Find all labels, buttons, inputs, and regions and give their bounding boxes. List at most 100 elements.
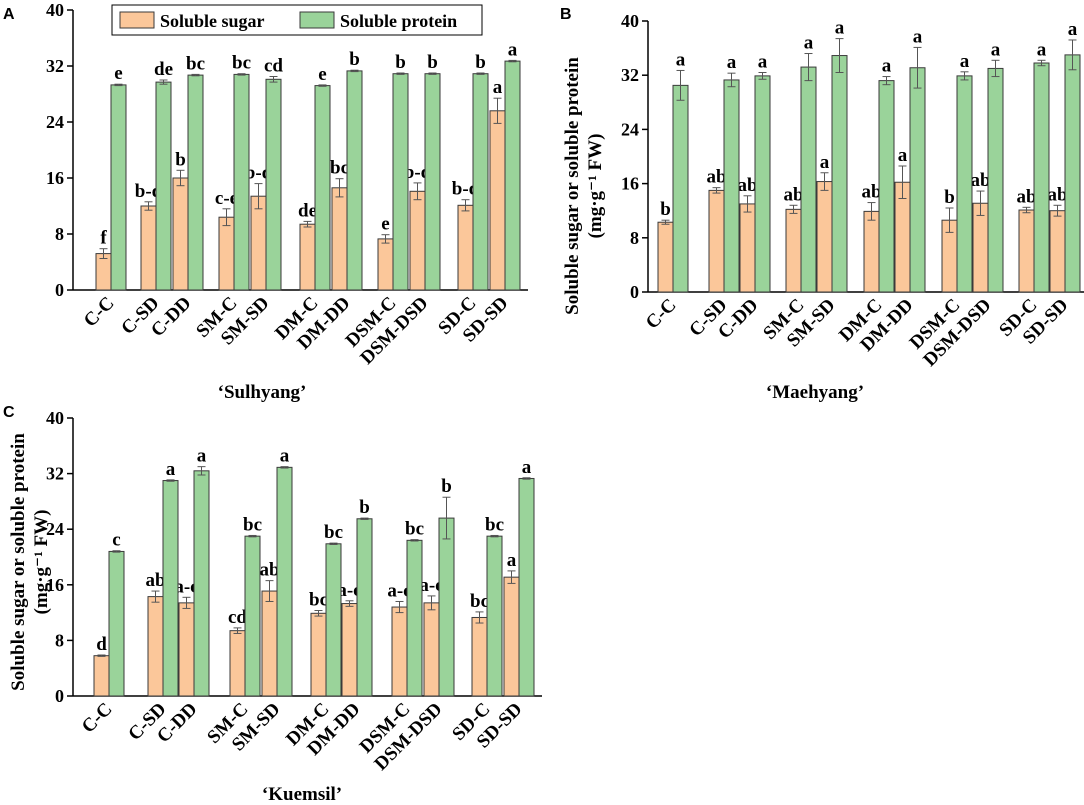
x-category-label: C-C bbox=[80, 293, 119, 332]
legend-sugar-swatch bbox=[119, 11, 155, 29]
sugar-bar bbox=[1049, 210, 1066, 293]
sugar-significance-letter: d bbox=[96, 634, 107, 655]
sugar-significance-letter: a-c bbox=[387, 580, 411, 601]
protein-bar bbox=[162, 480, 179, 697]
protein-bar bbox=[265, 78, 282, 291]
protein-significance-letter: a bbox=[197, 446, 207, 467]
sugar-bar bbox=[391, 606, 408, 697]
protein-bar bbox=[187, 74, 204, 291]
sugar-significance-letter: ab bbox=[259, 560, 279, 581]
protein-significance-letter: bc bbox=[485, 514, 504, 535]
protein-bar bbox=[392, 73, 409, 291]
sugar-bar bbox=[310, 612, 327, 697]
sugar-significance-letter: a bbox=[493, 77, 503, 98]
sugar-significance-letter: ab bbox=[783, 184, 803, 205]
protein-bar bbox=[325, 543, 342, 697]
protein-significance-letter: de bbox=[154, 59, 173, 80]
sugar-significance-letter: bc bbox=[309, 590, 328, 611]
sugar-significance-letter: ab bbox=[145, 570, 165, 591]
protein-bar bbox=[1064, 54, 1081, 293]
sugar-bar bbox=[471, 616, 488, 697]
protein-bar bbox=[486, 535, 503, 697]
y-tick-label: 0 bbox=[55, 686, 64, 706]
protein-significance-letter: a bbox=[280, 446, 290, 467]
protein-bar bbox=[406, 539, 423, 697]
protein-bar bbox=[346, 70, 363, 291]
protein-bar bbox=[424, 73, 441, 291]
sugar-significance-letter: a-c bbox=[419, 575, 443, 596]
protein-significance-letter: a bbox=[1068, 19, 1078, 40]
sugar-bar bbox=[261, 590, 278, 697]
sugar-significance-letter: b bbox=[944, 187, 955, 208]
panel-letter-c: C bbox=[3, 404, 15, 421]
y-tick-label: 16 bbox=[621, 174, 639, 194]
protein-significance-letter: b bbox=[395, 52, 406, 73]
sugar-bar bbox=[489, 110, 506, 291]
sugar-bar bbox=[93, 655, 110, 697]
protein-significance-letter: a bbox=[960, 51, 970, 72]
sugar-significance-letter: cd bbox=[228, 607, 247, 628]
protein-bar bbox=[356, 518, 373, 697]
y-tick-label: 8 bbox=[55, 224, 64, 244]
sugar-bar bbox=[816, 181, 833, 293]
sugar-bar bbox=[377, 238, 394, 291]
sugar-bar bbox=[140, 205, 157, 291]
cultivar-label-c: ‘Kuemsil’ bbox=[262, 784, 342, 805]
protein-bar bbox=[110, 84, 127, 291]
protein-bar bbox=[314, 85, 331, 291]
y-tick-label: 16 bbox=[46, 575, 64, 595]
cultivar-label-a: ‘Sulhyang’ bbox=[218, 382, 307, 403]
protein-significance-letter: a bbox=[913, 26, 923, 47]
protein-significance-letter: bc bbox=[243, 514, 262, 535]
sugar-bar bbox=[708, 189, 725, 293]
legend-frame bbox=[111, 4, 483, 36]
sugar-significance-letter: b bbox=[175, 149, 186, 170]
sugar-significance-letter: a-c bbox=[337, 580, 361, 601]
sugar-bar bbox=[457, 204, 474, 291]
protein-bar bbox=[108, 550, 125, 697]
protein-significance-letter: a bbox=[522, 457, 532, 478]
protein-significance-letter: a bbox=[882, 56, 892, 77]
protein-bar bbox=[193, 470, 210, 697]
protein-bar bbox=[878, 80, 895, 293]
y-tick-label: 0 bbox=[630, 282, 639, 302]
protein-significance-letter: e bbox=[318, 64, 326, 85]
sugar-bar bbox=[172, 177, 189, 291]
sugar-bar bbox=[785, 208, 802, 293]
protein-bar bbox=[800, 66, 817, 293]
legend-sugar-label: Soluble sugar bbox=[160, 11, 265, 31]
y-tick-label: 40 bbox=[621, 11, 639, 31]
sugar-significance-letter: ab bbox=[706, 167, 726, 188]
sugar-bar bbox=[218, 216, 235, 291]
legend: Soluble sugar Soluble protein bbox=[111, 4, 483, 36]
protein-bar bbox=[987, 67, 1004, 293]
sugar-significance-letter: bc bbox=[470, 591, 489, 612]
protein-bar bbox=[1033, 62, 1050, 293]
protein-significance-letter: e bbox=[114, 63, 122, 84]
protein-significance-letter: a bbox=[727, 52, 737, 73]
panel-letter-b: B bbox=[560, 6, 572, 23]
sugar-bar bbox=[409, 190, 426, 291]
y-tick-label: 40 bbox=[46, 408, 64, 428]
sugar-bar bbox=[863, 210, 880, 293]
protein-bar bbox=[155, 81, 172, 291]
y-tick-label: 16 bbox=[46, 168, 64, 188]
x-category-label: C-C bbox=[78, 699, 117, 738]
sugar-bar bbox=[423, 602, 440, 697]
sugar-bar bbox=[341, 603, 358, 697]
protein-significance-letter: b bbox=[427, 52, 438, 73]
protein-significance-letter: a bbox=[166, 459, 176, 480]
x-category-label: C-C bbox=[642, 295, 681, 334]
sugar-bar bbox=[229, 630, 246, 697]
sugar-significance-letter: e bbox=[381, 214, 389, 235]
protein-significance-letter: a bbox=[508, 39, 518, 60]
y-tick-label: 40 bbox=[46, 0, 64, 20]
y-tick-label: 24 bbox=[46, 112, 64, 132]
sugar-significance-letter: f bbox=[100, 228, 107, 249]
protein-significance-letter: a bbox=[676, 49, 686, 70]
sugar-significance-letter: ab bbox=[737, 175, 757, 196]
legend-protein-label: Soluble protein bbox=[340, 11, 457, 31]
protein-significance-letter: b bbox=[359, 497, 370, 518]
